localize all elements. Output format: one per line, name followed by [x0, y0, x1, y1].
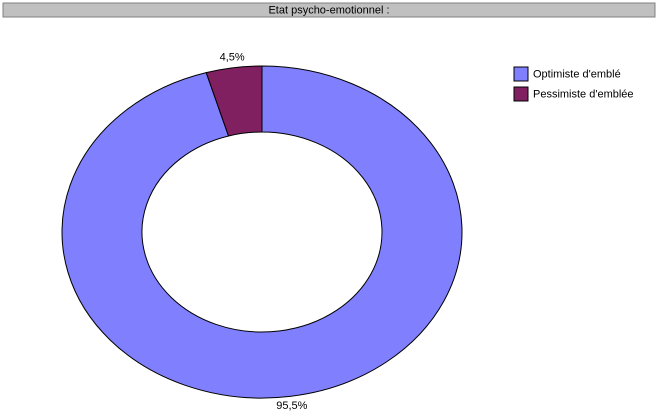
legend-swatch — [513, 86, 529, 102]
legend-label: Optimiste d'emblé — [533, 68, 621, 80]
data-label: 4,5% — [220, 52, 245, 64]
data-label: 95,5% — [276, 400, 307, 412]
chart-title: Etat psycho-emotionnel : — [268, 4, 389, 16]
legend-label: Pessimiste d'emblée — [533, 88, 634, 100]
donut-slice — [61, 65, 463, 399]
legend-swatch — [513, 66, 529, 82]
donut-slice — [205, 65, 263, 137]
title-bar — [2, 2, 656, 18]
